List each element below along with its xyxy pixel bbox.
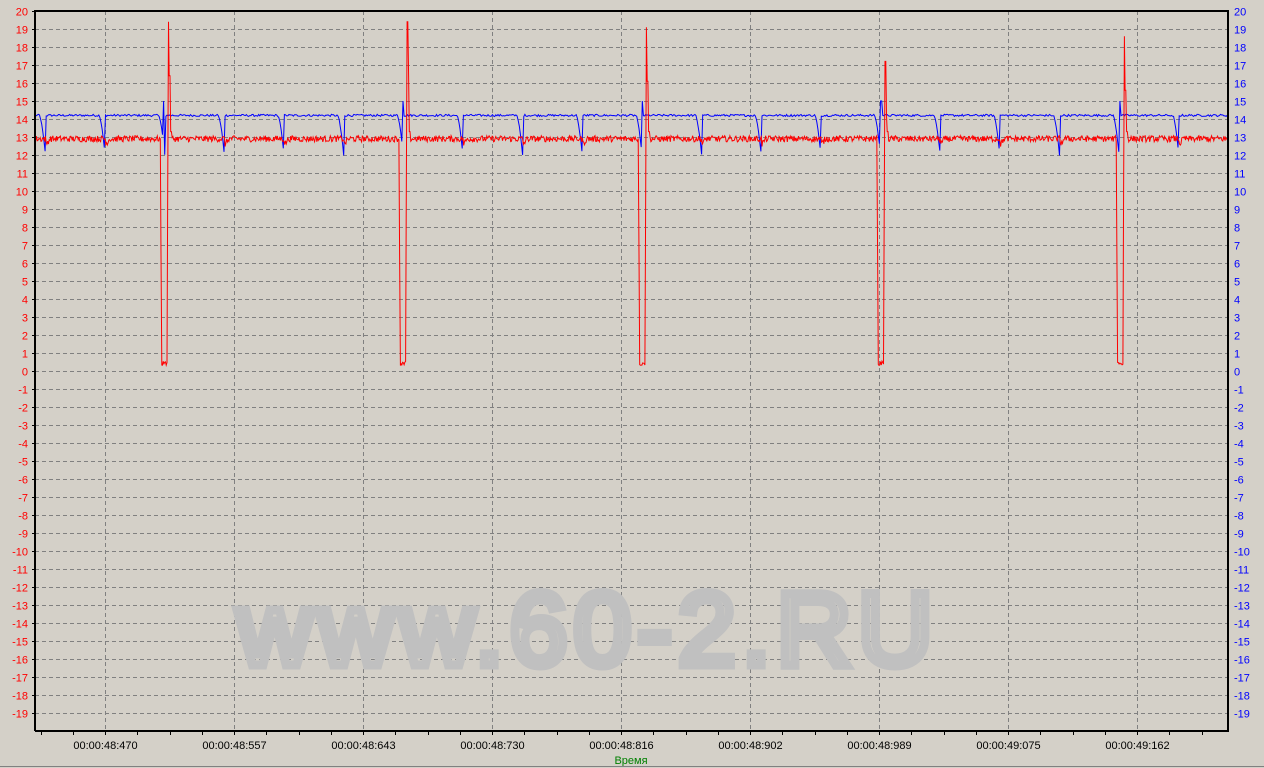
y-tick-label-right: 20 [1234, 7, 1246, 19]
y-tick-label-right: -17 [1234, 673, 1250, 685]
y-tick-label-left: -8 [18, 511, 28, 523]
y-tick-label-right: -14 [1234, 619, 1250, 631]
y-tick-label-right: -3 [1234, 421, 1244, 433]
x-tick-label: 00:00:49:075 [976, 740, 1040, 752]
y-tick-label-left: -4 [18, 439, 28, 451]
y-tick-label-left: 13 [16, 133, 28, 145]
y-tick-label-left: -13 [12, 601, 28, 613]
watermark: www.60-2.RU [236, 572, 939, 688]
y-tick-label-left: 18 [16, 43, 28, 55]
x-tick-label: 00:00:48:470 [73, 740, 137, 752]
y-tick-label-right: -10 [1234, 547, 1250, 559]
y-tick-label-left: 17 [16, 61, 28, 73]
x-tick-label: 00:00:48:902 [718, 740, 782, 752]
series-layer [34, 21, 1228, 368]
y-tick-label-right: 17 [1234, 61, 1246, 73]
y-tick-label-left: 4 [22, 295, 28, 307]
y-tick-label-left: 5 [22, 277, 28, 289]
y-tick-label-left: 15 [16, 97, 28, 109]
y-tick-label-right: -2 [1234, 403, 1244, 415]
y-tick-label-right: 12 [1234, 151, 1246, 163]
y-tick-label-left: -19 [12, 709, 28, 721]
y-tick-label-left: -1 [18, 385, 28, 397]
grid [35, 11, 1228, 731]
y-tick-label-right: 14 [1234, 115, 1246, 127]
y-tick-label-left: -3 [18, 421, 28, 433]
y-tick-label-right: 2 [1234, 331, 1240, 343]
y-tick-label-right: -6 [1234, 475, 1244, 487]
y-tick-label-left: 9 [22, 205, 28, 217]
y-tick-label-left: -16 [12, 655, 28, 667]
x-tick-label: 00:00:48:557 [202, 740, 266, 752]
y-tick-label-right: 11 [1234, 169, 1245, 181]
y-tick-label-left: -7 [18, 493, 28, 505]
y-tick-label-right: -19 [1234, 709, 1250, 721]
y-tick-label-right: 10 [1234, 187, 1246, 199]
y-tick-label-left: 14 [16, 115, 28, 127]
y-tick-label-right: 18 [1234, 43, 1246, 55]
y-tick-label-left: 12 [16, 151, 28, 163]
y-tick-label-left: 6 [22, 259, 28, 271]
y-tick-label-left: 20 [16, 7, 28, 19]
x-tick-label: 00:00:49:162 [1105, 740, 1169, 752]
y-tick-label-left: -11 [13, 565, 28, 577]
plot-frame [34, 10, 1229, 732]
y-tick-label-left: 7 [22, 241, 28, 253]
x-tick-label: 00:00:48:816 [589, 740, 653, 752]
x-axis-label: Время [614, 755, 647, 767]
x-tick-label: 00:00:48:730 [460, 740, 524, 752]
y-tick-label-right: -4 [1234, 439, 1244, 451]
y-tick-label-right: 5 [1234, 277, 1240, 289]
y-tick-label-left: -15 [12, 637, 28, 649]
y-tick-label-left: -9 [18, 529, 28, 541]
y-tick-label-right: 16 [1234, 79, 1246, 91]
y-tick-label-right: 19 [1234, 25, 1246, 37]
y-tick-label-right: -7 [1234, 493, 1244, 505]
series-line-blue [34, 100, 1228, 156]
y-tick-label-right: -15 [1234, 637, 1250, 649]
y-tick-label-right: 7 [1234, 241, 1240, 253]
y-tick-label-right: 3 [1234, 313, 1240, 325]
x-tick-label: 00:00:48:989 [847, 740, 911, 752]
y-tick-label-left: 2 [22, 331, 28, 343]
y-tick-label-right: -11 [1234, 565, 1249, 577]
y-tick-label-left: 0 [22, 367, 28, 379]
y-tick-label-left: 1 [22, 349, 28, 361]
y-tick-label-left: -5 [18, 457, 28, 469]
y-tick-label-left: 16 [16, 79, 28, 91]
y-tick-label-right: -12 [1234, 583, 1250, 595]
y-tick-label-right: -13 [1234, 601, 1250, 613]
y-tick-label-right: 4 [1234, 295, 1240, 307]
y-tick-label-left: 19 [16, 25, 28, 37]
y-tick-label-right: 0 [1234, 367, 1240, 379]
y-tick-label-left: -2 [18, 403, 28, 415]
y-tick-label-left: 11 [17, 169, 28, 181]
y-tick-label-left: -6 [18, 475, 28, 487]
y-tick-label-right: -5 [1234, 457, 1244, 469]
series-line-red [34, 21, 1228, 368]
x-tick-label: 00:00:48:643 [331, 740, 395, 752]
y-tick-label-left: 3 [22, 313, 28, 325]
y-tick-label-right: 6 [1234, 259, 1240, 271]
y-tick-label-right: 9 [1234, 205, 1240, 217]
y-tick-label-right: -1 [1234, 385, 1244, 397]
y-tick-label-right: -18 [1234, 691, 1250, 703]
y-tick-label-left: -10 [12, 547, 28, 559]
y-tick-label-right: 13 [1234, 133, 1246, 145]
y-tick-label-right: 15 [1234, 97, 1246, 109]
y-tick-label-right: 8 [1234, 223, 1240, 235]
y-tick-label-left: -18 [12, 691, 28, 703]
y-tick-label-right: -9 [1234, 529, 1244, 541]
y-tick-label-left: -17 [12, 673, 28, 685]
y-tick-label-left: 8 [22, 223, 28, 235]
y-tick-label-left: 10 [16, 187, 28, 199]
y-tick-label-right: -16 [1234, 655, 1250, 667]
y-tick-label-left: -14 [12, 619, 28, 631]
y-tick-label-left: -12 [12, 583, 28, 595]
y-tick-label-right: 1 [1234, 349, 1240, 361]
y-tick-label-right: -8 [1234, 511, 1244, 523]
